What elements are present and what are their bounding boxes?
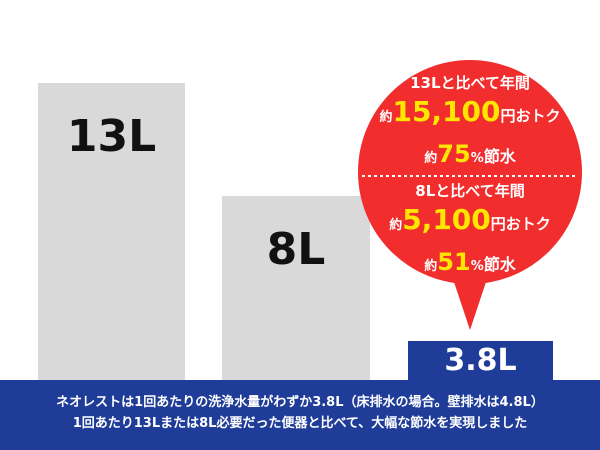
heading: 13Lと比べて年間	[410, 74, 530, 92]
prefix: 約	[424, 151, 438, 166]
suffix: 円おトク	[500, 107, 561, 125]
unit: %	[470, 151, 484, 166]
prefix: 約	[424, 259, 438, 274]
amount: 15,100	[392, 95, 501, 128]
amount: 5,100	[402, 203, 491, 236]
caption-line: 1回あたり13Lまたは8L必要だった便器と比べて、大幅な節水を実現しました	[72, 416, 528, 431]
bar: 3.8L	[408, 341, 553, 380]
prefix: 約	[389, 218, 403, 233]
heading: 8Lと比べて年間	[415, 182, 525, 200]
bar: 8L	[222, 196, 370, 380]
unit: %	[470, 259, 484, 274]
suffix: 節水	[483, 147, 516, 166]
bar: 13L	[38, 83, 185, 380]
caption: ネオレストは1回あたりの洗浄水量がわずか3.8L（床排水の場合。壁排水は4.8L…	[0, 380, 600, 450]
amount: 75	[437, 140, 471, 168]
bar-label: 13L	[66, 111, 157, 162]
bubble	[358, 60, 582, 284]
bar-label: 3.8L	[444, 343, 517, 378]
caption-line: ネオレストは1回あたりの洗浄水量がわずか3.8L（床排水の場合。壁排水は4.8L…	[56, 395, 544, 410]
suffix: 節水	[483, 255, 516, 274]
callout-section: 13Lと比べて年間 約15,100円おトク 約75%節水	[360, 72, 580, 177]
callout-section: 8Lと比べて年間 約5,100円おトク 約51%節水	[360, 180, 580, 285]
amount: 51	[437, 248, 471, 276]
bubble-pointer	[450, 270, 490, 330]
prefix: 約	[379, 110, 393, 125]
bar-label: 8L	[266, 224, 326, 275]
suffix: 円おトク	[490, 215, 551, 233]
